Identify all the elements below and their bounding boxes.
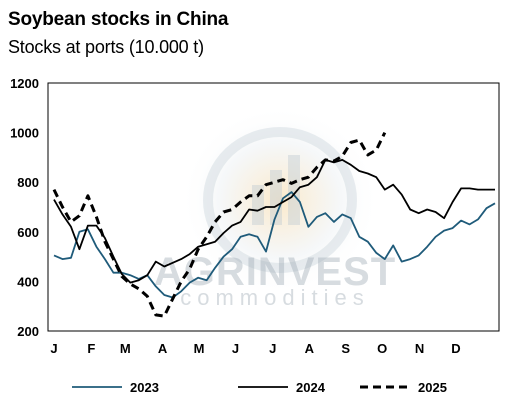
watermark-bar-2: [270, 170, 282, 225]
x-tick-label: A: [305, 341, 315, 356]
series-line-2025: [52, 131, 387, 318]
y-tick-label: 1200: [10, 76, 39, 91]
watermark-brand: AGRINVEST: [154, 250, 396, 294]
y-tick-label: 1000: [10, 126, 39, 141]
watermark-glow: [180, 105, 380, 295]
x-tick-label: O: [377, 341, 387, 356]
legend-label-2024: 2024: [296, 380, 326, 395]
x-tick-label: J: [269, 341, 276, 356]
x-tick-label: D: [451, 341, 460, 356]
plot-area: [47, 82, 500, 332]
watermark-logo: AGRINVEST commodities: [154, 105, 396, 310]
x-tick-label: J: [232, 341, 239, 356]
chart-subtitle: Stocks at ports (10.000 t): [8, 37, 204, 57]
legend: 2023 2024 2025: [72, 380, 447, 395]
series-lines: [52, 131, 496, 318]
x-tick-label: F: [87, 341, 95, 356]
x-tick-label: M: [120, 341, 131, 356]
watermark-ring: [203, 127, 357, 273]
watermark-bar-3: [288, 155, 300, 225]
watermark-tagline: commodities: [180, 285, 369, 310]
legend-label-2025: 2025: [418, 380, 447, 395]
y-tick-label: 800: [17, 175, 39, 190]
series-line-2023: [53, 191, 496, 299]
x-tick-label: J: [50, 341, 57, 356]
y-tick-label: 600: [17, 225, 39, 240]
chart-title: Soybean stocks in China: [8, 9, 229, 30]
y-tick-label: 200: [17, 324, 39, 339]
watermark-bar-1: [252, 185, 264, 225]
x-tick-label: N: [415, 341, 424, 356]
legend-label-2023: 2023: [130, 380, 159, 395]
y-axis: 200 400 600 800 1000 1200: [10, 76, 39, 339]
x-tick-label: M: [194, 341, 205, 356]
y-tick-label: 400: [17, 274, 39, 289]
x-tick-label: S: [341, 341, 350, 356]
x-tick-label: A: [158, 341, 168, 356]
